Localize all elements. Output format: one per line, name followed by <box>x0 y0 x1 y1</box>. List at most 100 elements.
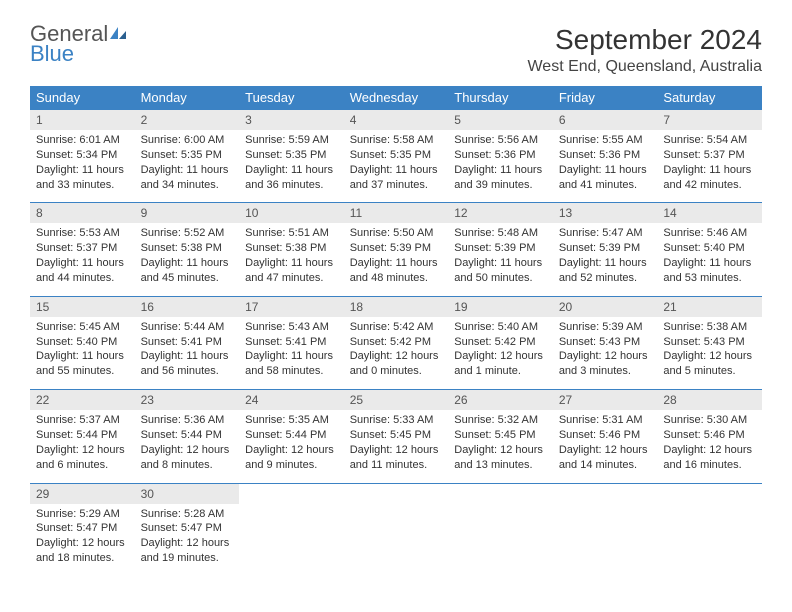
date-cell: 27 <box>553 390 658 410</box>
sunrise-text: Sunrise: 5:48 AM <box>454 226 547 241</box>
date-cell: 28 <box>657 390 762 410</box>
info-cell: Sunrise: 5:55 AMSunset: 5:36 PMDaylight:… <box>553 130 658 203</box>
date-cell: 12 <box>448 203 553 223</box>
info-cell <box>657 504 762 576</box>
daylight-text: Daylight: 11 hours and 53 minutes. <box>663 256 756 286</box>
info-cell: Sunrise: 5:52 AMSunset: 5:38 PMDaylight:… <box>135 223 240 296</box>
date-cell: 5 <box>448 110 553 130</box>
date-cell: 19 <box>448 297 553 317</box>
location: West End, Queensland, Australia <box>527 58 762 76</box>
daylight-text: Daylight: 11 hours and 44 minutes. <box>36 256 129 286</box>
info-cell: Sunrise: 5:47 AMSunset: 5:39 PMDaylight:… <box>553 223 658 296</box>
sunrise-text: Sunrise: 5:36 AM <box>141 413 234 428</box>
sunset-text: Sunset: 5:46 PM <box>559 428 652 443</box>
date-row: 2930 <box>30 484 762 504</box>
sunrise-text: Sunrise: 5:30 AM <box>663 413 756 428</box>
sunset-text: Sunset: 5:36 PM <box>559 148 652 163</box>
sunrise-text: Sunrise: 5:29 AM <box>36 507 129 522</box>
day-header: Saturday <box>657 86 762 110</box>
day-header: Sunday <box>30 86 135 110</box>
daylight-text: Daylight: 11 hours and 45 minutes. <box>141 256 234 286</box>
logo: GeneralBlue <box>30 24 128 64</box>
sunset-text: Sunset: 5:47 PM <box>141 521 234 536</box>
month-title: September 2024 <box>527 24 762 56</box>
info-cell: Sunrise: 5:38 AMSunset: 5:43 PMDaylight:… <box>657 317 762 390</box>
calendar-table: SundayMondayTuesdayWednesdayThursdayFrid… <box>30 86 762 576</box>
info-row: Sunrise: 5:53 AMSunset: 5:37 PMDaylight:… <box>30 223 762 296</box>
sunrise-text: Sunrise: 5:33 AM <box>350 413 443 428</box>
date-cell <box>448 484 553 504</box>
info-cell: Sunrise: 5:44 AMSunset: 5:41 PMDaylight:… <box>135 317 240 390</box>
daylight-text: Daylight: 11 hours and 37 minutes. <box>350 163 443 193</box>
sunrise-text: Sunrise: 5:55 AM <box>559 133 652 148</box>
daylight-text: Daylight: 11 hours and 36 minutes. <box>245 163 338 193</box>
info-cell: Sunrise: 5:43 AMSunset: 5:41 PMDaylight:… <box>239 317 344 390</box>
date-cell: 9 <box>135 203 240 223</box>
info-cell: Sunrise: 5:39 AMSunset: 5:43 PMDaylight:… <box>553 317 658 390</box>
daylight-text: Daylight: 11 hours and 52 minutes. <box>559 256 652 286</box>
sunset-text: Sunset: 5:39 PM <box>350 241 443 256</box>
info-row: Sunrise: 5:45 AMSunset: 5:40 PMDaylight:… <box>30 317 762 390</box>
sunrise-text: Sunrise: 6:01 AM <box>36 133 129 148</box>
sunset-text: Sunset: 5:38 PM <box>141 241 234 256</box>
sunset-text: Sunset: 5:42 PM <box>454 335 547 350</box>
date-cell: 2 <box>135 110 240 130</box>
date-cell: 10 <box>239 203 344 223</box>
info-cell: Sunrise: 5:54 AMSunset: 5:37 PMDaylight:… <box>657 130 762 203</box>
sunset-text: Sunset: 5:45 PM <box>350 428 443 443</box>
info-cell: Sunrise: 5:29 AMSunset: 5:47 PMDaylight:… <box>30 504 135 576</box>
date-cell: 26 <box>448 390 553 410</box>
sunrise-text: Sunrise: 5:40 AM <box>454 320 547 335</box>
date-cell: 1 <box>30 110 135 130</box>
daylight-text: Daylight: 11 hours and 33 minutes. <box>36 163 129 193</box>
sunset-text: Sunset: 5:43 PM <box>663 335 756 350</box>
date-row: 1234567 <box>30 110 762 130</box>
sunrise-text: Sunrise: 5:38 AM <box>663 320 756 335</box>
date-row: 22232425262728 <box>30 390 762 410</box>
sunset-text: Sunset: 5:36 PM <box>454 148 547 163</box>
daylight-text: Daylight: 12 hours and 13 minutes. <box>454 443 547 473</box>
info-cell <box>553 504 658 576</box>
info-cell: Sunrise: 5:30 AMSunset: 5:46 PMDaylight:… <box>657 410 762 483</box>
day-header: Wednesday <box>344 86 449 110</box>
info-cell: Sunrise: 5:56 AMSunset: 5:36 PMDaylight:… <box>448 130 553 203</box>
info-cell: Sunrise: 5:58 AMSunset: 5:35 PMDaylight:… <box>344 130 449 203</box>
date-row: 891011121314 <box>30 203 762 223</box>
info-cell: Sunrise: 5:33 AMSunset: 5:45 PMDaylight:… <box>344 410 449 483</box>
info-cell: Sunrise: 5:45 AMSunset: 5:40 PMDaylight:… <box>30 317 135 390</box>
logo-word2: Blue <box>30 41 74 66</box>
sunrise-text: Sunrise: 5:37 AM <box>36 413 129 428</box>
sunset-text: Sunset: 5:41 PM <box>141 335 234 350</box>
day-header: Tuesday <box>239 86 344 110</box>
sunrise-text: Sunrise: 5:50 AM <box>350 226 443 241</box>
info-cell <box>448 504 553 576</box>
info-cell: Sunrise: 5:31 AMSunset: 5:46 PMDaylight:… <box>553 410 658 483</box>
sunrise-text: Sunrise: 5:45 AM <box>36 320 129 335</box>
sunrise-text: Sunrise: 5:32 AM <box>454 413 547 428</box>
sail-icon <box>108 24 128 44</box>
info-cell: Sunrise: 6:00 AMSunset: 5:35 PMDaylight:… <box>135 130 240 203</box>
sunrise-text: Sunrise: 5:31 AM <box>559 413 652 428</box>
sunrise-text: Sunrise: 5:52 AM <box>141 226 234 241</box>
sunrise-text: Sunrise: 5:59 AM <box>245 133 338 148</box>
day-header: Friday <box>553 86 658 110</box>
daylight-text: Daylight: 12 hours and 14 minutes. <box>559 443 652 473</box>
daylight-text: Daylight: 11 hours and 42 minutes. <box>663 163 756 193</box>
info-cell: Sunrise: 5:42 AMSunset: 5:42 PMDaylight:… <box>344 317 449 390</box>
date-cell: 30 <box>135 484 240 504</box>
sunset-text: Sunset: 5:41 PM <box>245 335 338 350</box>
daylight-text: Daylight: 11 hours and 55 minutes. <box>36 349 129 379</box>
sunset-text: Sunset: 5:44 PM <box>245 428 338 443</box>
daylight-text: Daylight: 11 hours and 47 minutes. <box>245 256 338 286</box>
sunset-text: Sunset: 5:42 PM <box>350 335 443 350</box>
sunrise-text: Sunrise: 5:58 AM <box>350 133 443 148</box>
sunrise-text: Sunrise: 5:39 AM <box>559 320 652 335</box>
date-cell: 23 <box>135 390 240 410</box>
daylight-text: Daylight: 12 hours and 19 minutes. <box>141 536 234 566</box>
info-cell: Sunrise: 5:28 AMSunset: 5:47 PMDaylight:… <box>135 504 240 576</box>
info-cell: Sunrise: 5:48 AMSunset: 5:39 PMDaylight:… <box>448 223 553 296</box>
sunrise-text: Sunrise: 5:28 AM <box>141 507 234 522</box>
daylight-text: Daylight: 12 hours and 8 minutes. <box>141 443 234 473</box>
daylight-text: Daylight: 11 hours and 56 minutes. <box>141 349 234 379</box>
date-cell: 29 <box>30 484 135 504</box>
